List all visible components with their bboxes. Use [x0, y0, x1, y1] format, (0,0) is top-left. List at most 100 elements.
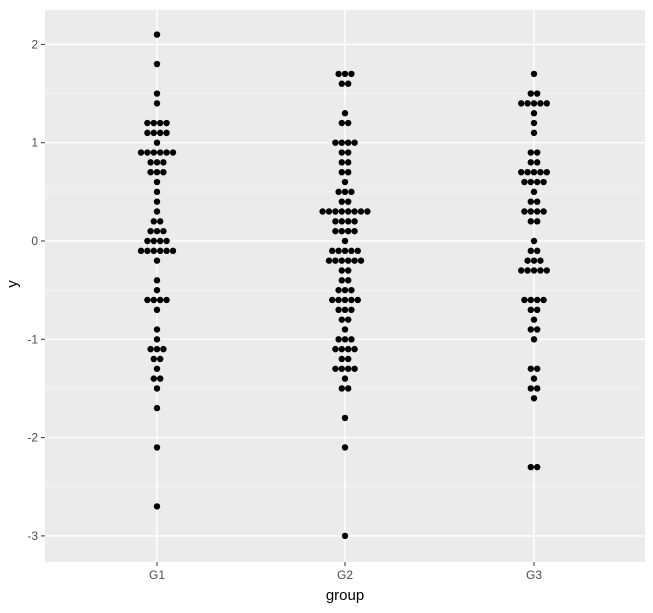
- data-point: [345, 277, 352, 284]
- data-point: [345, 385, 352, 392]
- data-point: [341, 296, 349, 304]
- data-point: [144, 296, 151, 304]
- data-point: [341, 375, 349, 382]
- data-point: [169, 149, 177, 156]
- data-point: [530, 70, 538, 78]
- data-point: [524, 168, 531, 176]
- data-point: [527, 218, 534, 225]
- data-point: [150, 247, 157, 255]
- data-point: [521, 208, 528, 215]
- data-point: [527, 208, 534, 215]
- data-point: [335, 247, 342, 255]
- data-point: [518, 267, 525, 274]
- data-point: [338, 365, 345, 372]
- data-point: [157, 149, 164, 156]
- data-point: [163, 237, 170, 245]
- data-point: [345, 208, 352, 215]
- data-point: [345, 355, 352, 363]
- data-point: [527, 198, 534, 205]
- y-tick-label: -3: [27, 529, 38, 543]
- data-point: [335, 306, 342, 314]
- data-point: [341, 188, 349, 196]
- data-point: [169, 247, 177, 255]
- data-point: [157, 119, 164, 127]
- data-point: [534, 306, 541, 314]
- data-point: [534, 326, 541, 333]
- data-point: [534, 385, 541, 392]
- data-point: [534, 178, 541, 186]
- data-point: [537, 267, 544, 274]
- data-point: [335, 188, 342, 196]
- data-point: [341, 336, 349, 343]
- data-point: [338, 227, 345, 235]
- x-axis-ticks: G1 G2 G3: [149, 562, 542, 582]
- data-point: [543, 100, 550, 107]
- data-point: [530, 267, 538, 274]
- data-point: [153, 277, 161, 284]
- data-point: [345, 218, 352, 225]
- data-point: [527, 296, 534, 304]
- data-point: [351, 218, 358, 225]
- data-point: [150, 296, 157, 304]
- data-point: [338, 80, 345, 87]
- data-points: [137, 31, 550, 540]
- data-point: [534, 198, 541, 205]
- data-point: [153, 159, 161, 166]
- data-point: [335, 70, 342, 78]
- data-point: [150, 375, 157, 382]
- y-tick-label: 1: [31, 136, 38, 150]
- data-point: [357, 257, 365, 264]
- data-point: [157, 296, 164, 304]
- data-point: [534, 218, 541, 225]
- data-point: [341, 110, 349, 117]
- data-point: [534, 296, 541, 304]
- data-point: [341, 70, 349, 78]
- data-point: [338, 385, 345, 392]
- data-point: [338, 267, 345, 274]
- data-point: [153, 444, 161, 451]
- data-point: [329, 247, 336, 255]
- data-point: [137, 247, 145, 255]
- y-tick-label: 2: [31, 37, 38, 51]
- data-point: [527, 247, 534, 255]
- data-point: [537, 257, 544, 264]
- data-point: [527, 463, 534, 471]
- data-point: [348, 286, 355, 294]
- data-point: [530, 168, 538, 176]
- data-point: [153, 227, 161, 235]
- data-point: [147, 159, 154, 166]
- data-point: [534, 365, 541, 372]
- data-point: [153, 326, 161, 333]
- data-point: [527, 149, 534, 156]
- data-point: [338, 218, 345, 225]
- data-point: [345, 149, 352, 156]
- data-point: [163, 149, 170, 156]
- y-tick-label: -1: [27, 332, 38, 346]
- data-point: [325, 257, 333, 264]
- data-point: [521, 178, 528, 186]
- data-point: [530, 110, 538, 117]
- data-point: [144, 129, 151, 137]
- data-point: [351, 345, 358, 353]
- data-point: [163, 119, 170, 127]
- data-point: [341, 306, 349, 314]
- data-point: [153, 503, 161, 510]
- data-point: [332, 208, 339, 215]
- data-point: [530, 375, 538, 382]
- data-point: [147, 168, 154, 176]
- data-point: [534, 90, 541, 97]
- data-point: [524, 257, 531, 264]
- data-point: [543, 267, 550, 274]
- y-axis-title: y: [4, 280, 21, 288]
- data-point: [153, 257, 161, 264]
- data-point: [157, 218, 164, 225]
- data-point: [527, 385, 534, 392]
- data-point: [527, 365, 534, 372]
- data-point: [345, 365, 352, 372]
- data-point: [160, 345, 167, 353]
- data-point: [341, 326, 349, 333]
- data-point: [153, 365, 161, 372]
- data-point: [325, 208, 333, 215]
